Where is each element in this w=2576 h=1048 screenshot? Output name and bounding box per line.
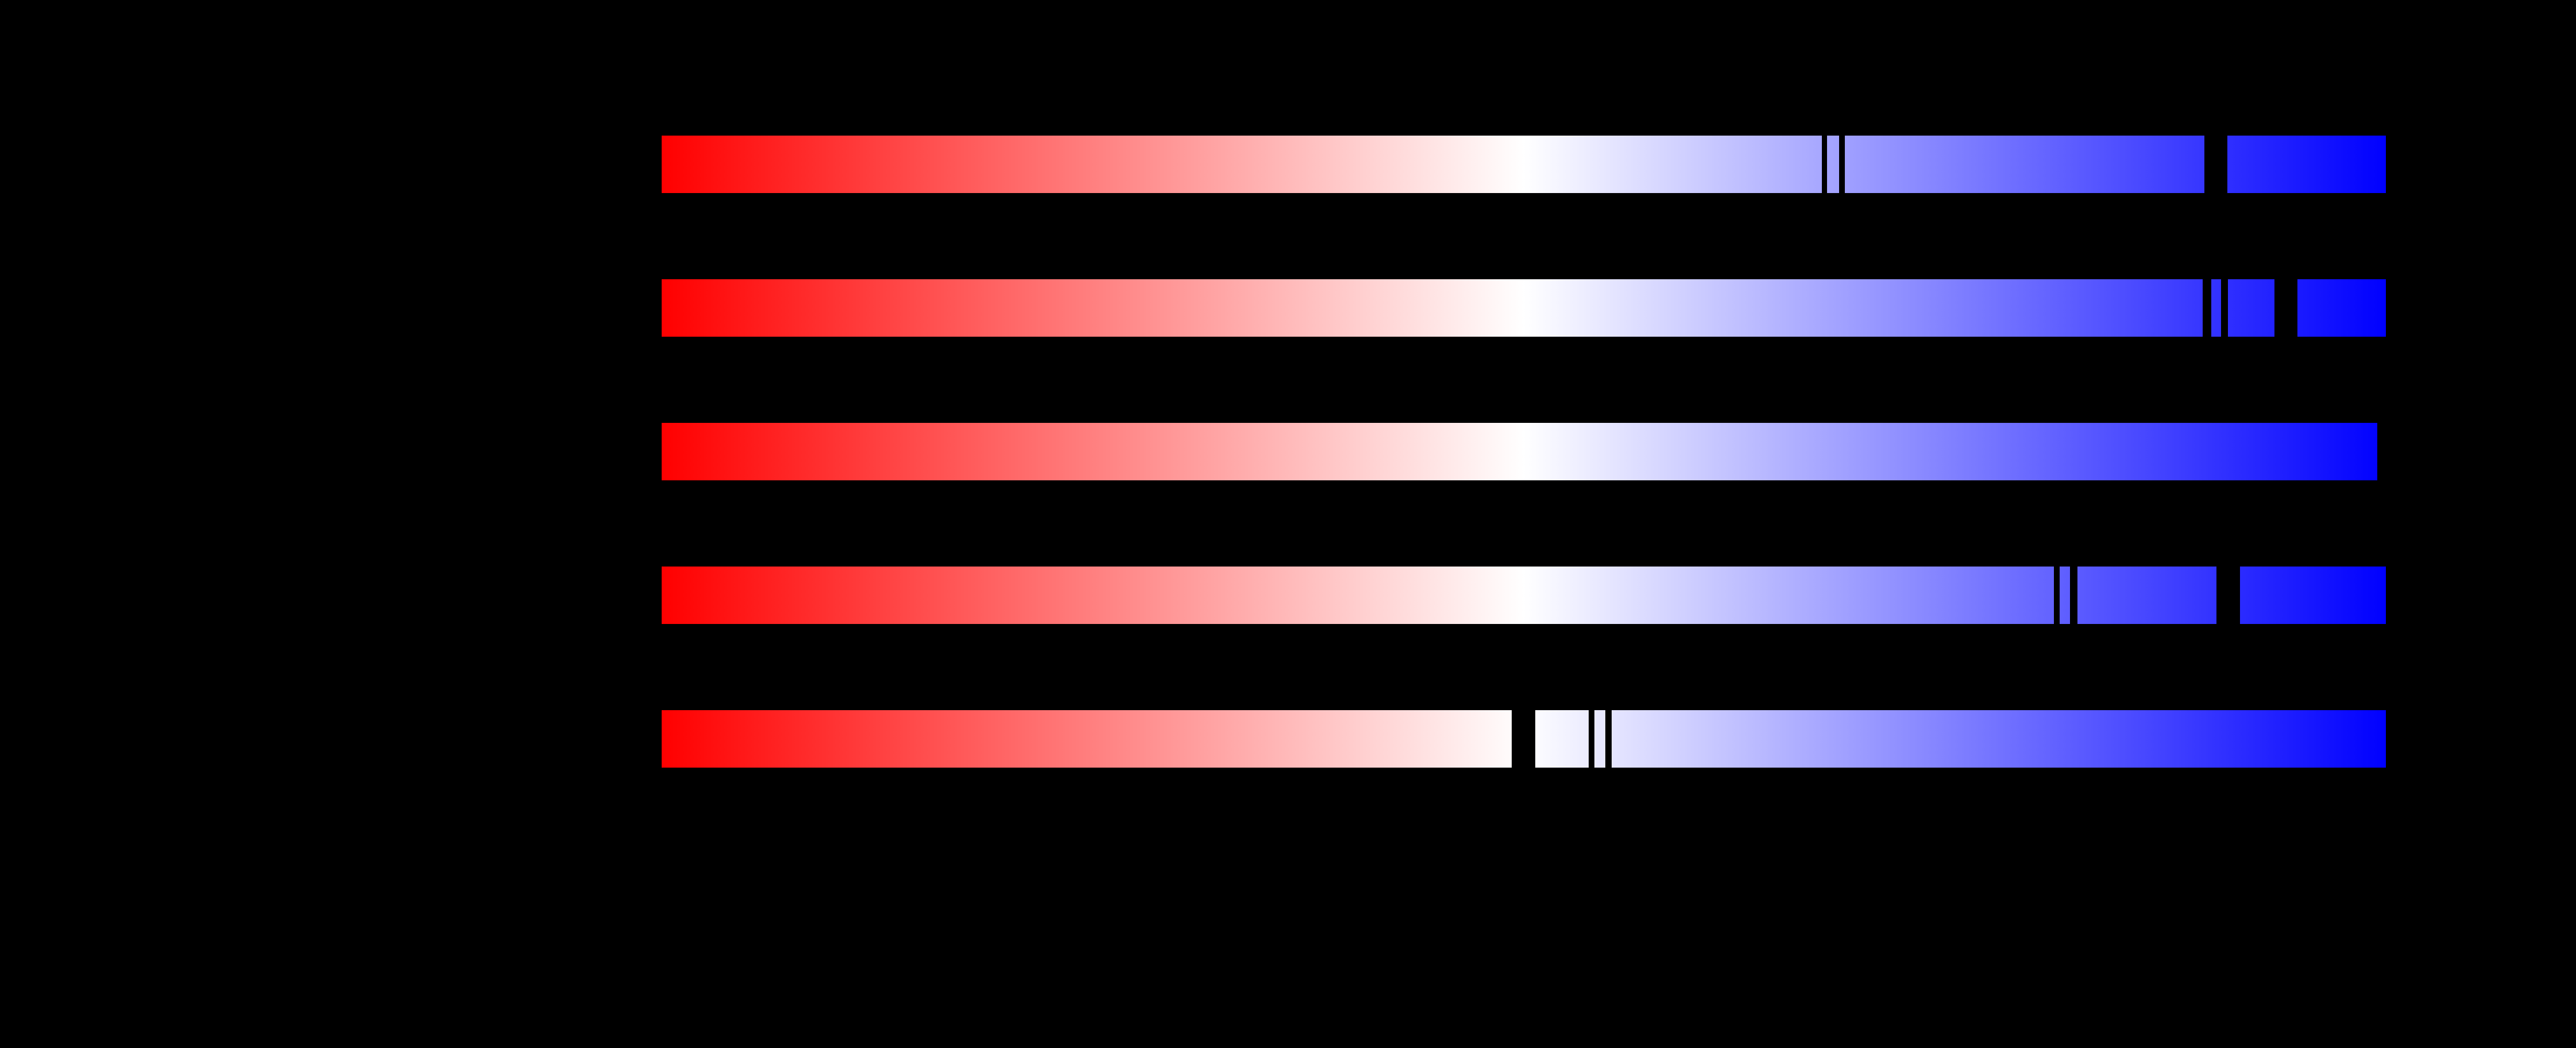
bar-segment [2077,567,2216,624]
bar-segment [662,423,2377,480]
gradient-bar-row [662,136,2386,193]
bar-segment [2227,136,2386,193]
gradient-bar-row [662,423,2386,480]
bar-segment [2240,567,2386,624]
gradient-bar-row [662,279,2386,337]
bar-segment [2228,279,2274,337]
bar-segment [662,136,1822,193]
bar-segment [2297,279,2386,337]
bar-segment [1612,710,2386,768]
bar-segment [662,710,1512,768]
bar-segment [1827,136,1839,193]
bar-segment [2211,279,2221,337]
bar-segment [1594,710,1605,768]
bar-segment [1845,136,2204,193]
gradient-bar-row [662,710,2386,768]
bar-segment [662,279,2203,337]
gradient-bar-row [662,567,2386,624]
bar-segment [1535,710,1589,768]
bar-segment [2060,567,2070,624]
bar-segment [662,567,2054,624]
